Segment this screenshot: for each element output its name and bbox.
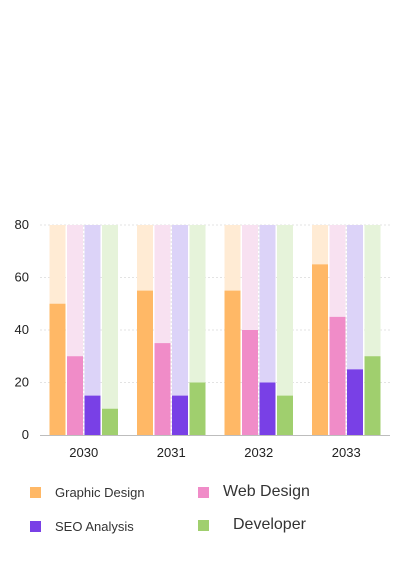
x-tick-labels: 2030 2031 2032 2033	[69, 445, 360, 460]
legend-label-graphic-design: Graphic Design	[55, 485, 145, 500]
background-bar-developer-2030	[102, 225, 118, 435]
y-tick-labels: 0 20 40 60 80	[15, 217, 29, 442]
legend-swatch-graphic-design	[30, 487, 41, 498]
y-tick-label: 60	[15, 270, 29, 285]
legend-item-seo-analysis[interactable]: SEO Analysis	[30, 519, 134, 534]
bar-developer-2032[interactable]	[277, 395, 293, 435]
bar-graphic-design-2032[interactable]	[224, 290, 241, 435]
legend-item-developer[interactable]: Developer	[198, 516, 306, 534]
legend-item-graphic-design[interactable]: Graphic Design	[30, 485, 145, 500]
background-bar-seo-analysis-2030	[84, 225, 101, 435]
bar-graphic-design-2030[interactable]	[49, 303, 66, 435]
bar-seo-analysis-2031[interactable]	[172, 395, 188, 435]
background-bar-developer-2032	[277, 225, 293, 435]
legend-item-web-design[interactable]: Web Design	[198, 483, 310, 501]
x-tick-label: 2030	[69, 445, 98, 460]
bar-graphic-design-2031[interactable]	[137, 290, 153, 435]
x-tick-label: 2031	[157, 445, 186, 460]
bar-web-design-2031[interactable]	[154, 343, 171, 435]
legend-swatch-developer	[198, 519, 209, 531]
bar-seo-analysis-2032[interactable]	[259, 382, 276, 436]
y-tick-label: 0	[22, 427, 29, 442]
bar-developer-2031[interactable]	[189, 382, 206, 436]
bar-seo-analysis-2033[interactable]	[347, 369, 363, 435]
y-tick-label: 80	[15, 217, 29, 232]
y-tick-label: 20	[15, 375, 29, 390]
legend-swatch-web-design	[198, 486, 209, 498]
background-bar-seo-analysis-2031	[172, 225, 188, 435]
bar-seo-analysis-2030[interactable]	[84, 395, 101, 435]
legend-swatch-seo-analysis	[30, 521, 41, 532]
grid-lines	[40, 224, 390, 435]
bars	[49, 264, 381, 436]
legend-label-developer: Developer	[233, 516, 306, 533]
x-tick-label: 2033	[332, 445, 361, 460]
bar-web-design-2033[interactable]	[329, 316, 346, 435]
legend-label-seo-analysis: SEO Analysis	[55, 519, 134, 534]
y-tick-label: 40	[15, 322, 29, 337]
x-tick-label: 2032	[244, 445, 273, 460]
bar-web-design-2032[interactable]	[242, 330, 258, 435]
bar-developer-2030[interactable]	[102, 408, 118, 435]
bar-developer-2033[interactable]	[364, 356, 381, 435]
bar-web-design-2030[interactable]	[67, 356, 83, 435]
bar-graphic-design-2033[interactable]	[312, 264, 328, 435]
legend-label-web-design: Web Design	[223, 483, 310, 500]
